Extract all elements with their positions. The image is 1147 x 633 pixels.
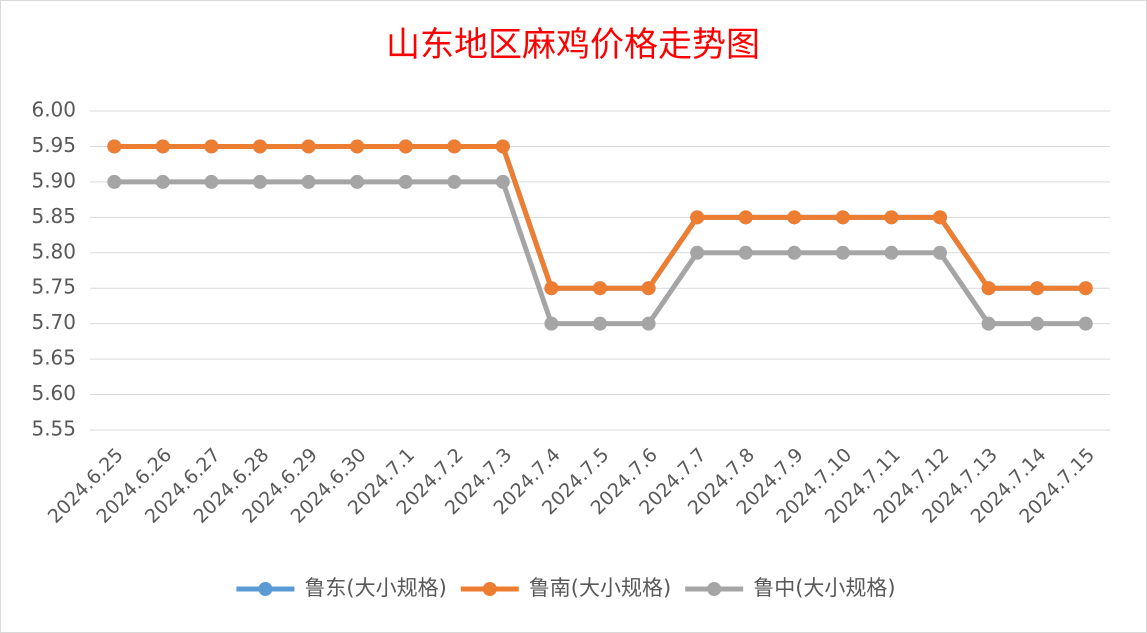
legend-label: 鲁中(大小规格): [753, 576, 895, 600]
series-marker: [884, 245, 899, 260]
series-marker: [204, 174, 219, 189]
series-marker: [933, 245, 947, 260]
series-marker: [835, 210, 850, 225]
series-marker: [447, 174, 462, 189]
legend-item: 鲁南(大小规格): [460, 576, 671, 600]
y-tick-label: 5.95: [31, 133, 76, 157]
series-marker: [835, 245, 850, 260]
series-marker: [155, 139, 170, 154]
series-marker: [253, 174, 267, 189]
series-marker: [495, 139, 510, 154]
y-tick-label: 5.60: [31, 381, 76, 405]
y-tick-label: 5.65: [31, 346, 76, 370]
series-marker: [1030, 281, 1045, 296]
series-marker: [107, 139, 122, 154]
y-tick-label: 6.00: [31, 98, 76, 122]
series-marker: [593, 316, 607, 331]
series-marker: [787, 245, 802, 260]
legend-marker: [258, 582, 273, 596]
series-marker: [204, 139, 219, 154]
series-marker: [787, 210, 802, 225]
series-marker: [350, 139, 365, 154]
series-marker: [301, 139, 316, 154]
legend-marker: [707, 582, 722, 596]
series-marker: [253, 139, 267, 154]
series-marker: [981, 281, 996, 296]
series-marker: [690, 210, 705, 225]
series-marker: [350, 174, 365, 189]
y-tick-label: 5.70: [31, 310, 76, 334]
legend-label: 鲁东(大小规格): [304, 576, 446, 600]
series-marker: [107, 174, 122, 189]
chart-title: 山东地区麻鸡价格走势图: [386, 25, 760, 65]
legend-item: 鲁中(大小规格): [685, 576, 896, 600]
series-marker: [495, 174, 510, 189]
series-marker: [544, 316, 559, 331]
y-tick-label: 5.55: [31, 417, 76, 441]
series-marker: [1078, 281, 1093, 296]
legend-marker: [482, 582, 497, 596]
series-marker: [1078, 316, 1093, 331]
series-marker: [155, 174, 170, 189]
y-tick-label: 5.80: [31, 239, 76, 263]
series-marker: [398, 139, 413, 154]
y-tick-label: 5.85: [31, 204, 76, 228]
series-marker: [981, 316, 996, 331]
series-marker: [933, 210, 947, 225]
series-marker: [301, 174, 316, 189]
y-tick-label: 5.90: [31, 168, 76, 192]
series-marker: [738, 245, 753, 260]
series-marker: [738, 210, 753, 225]
series-marker: [641, 281, 656, 296]
series-marker: [690, 245, 705, 260]
legend-item: 鲁东(大小规格): [236, 576, 447, 600]
series-marker: [1030, 316, 1045, 331]
y-tick-label: 5.75: [31, 275, 76, 299]
series-marker: [544, 281, 559, 296]
series-marker: [447, 139, 462, 154]
series-marker: [398, 174, 413, 189]
legend-label: 鲁南(大小规格): [529, 576, 671, 600]
series-marker: [593, 281, 607, 296]
series-marker: [884, 210, 899, 225]
series-marker: [641, 316, 656, 331]
